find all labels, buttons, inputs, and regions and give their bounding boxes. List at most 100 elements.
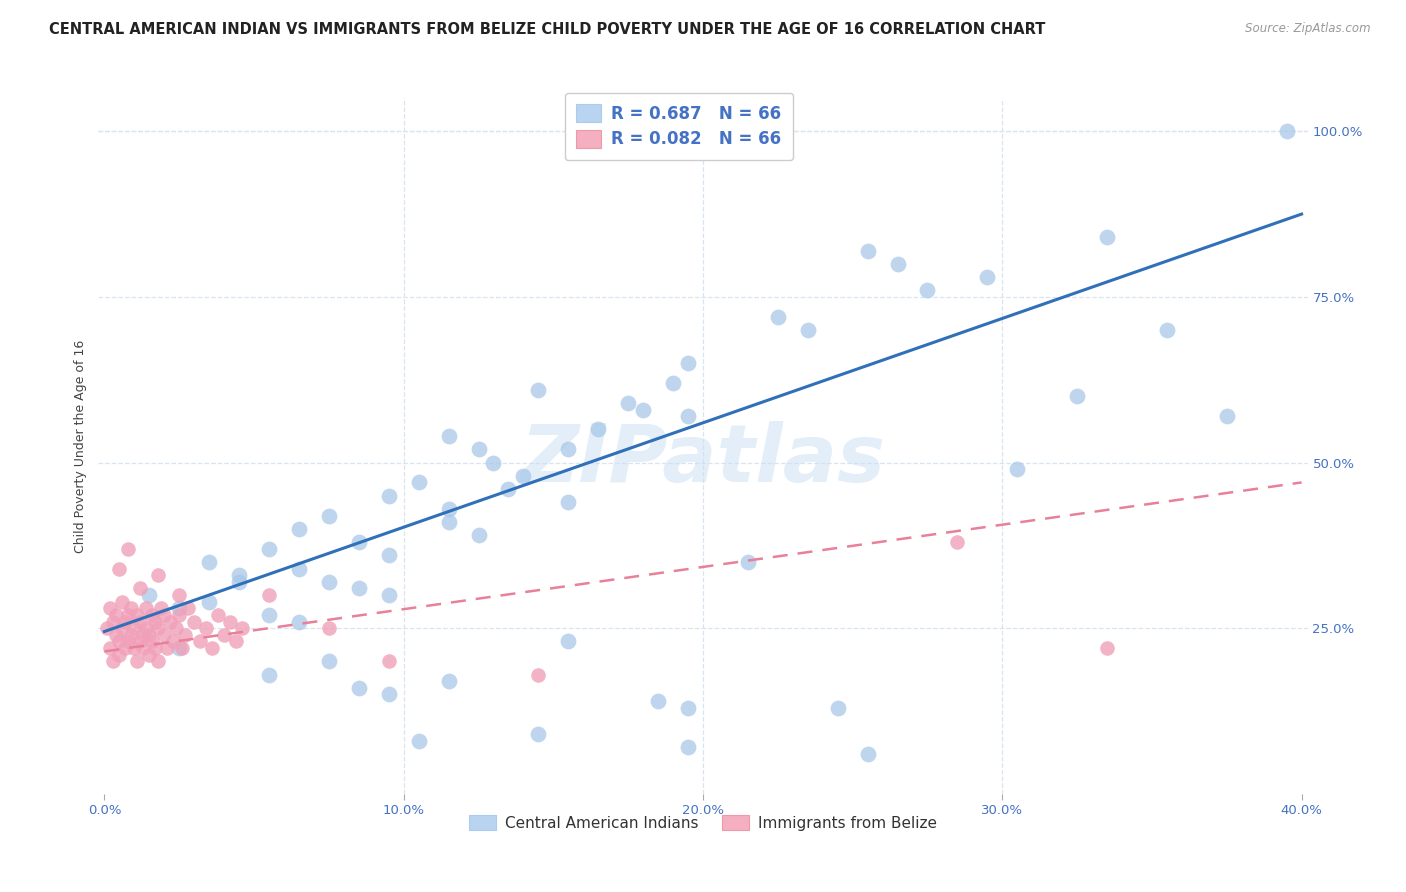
Point <box>198 555 221 569</box>
Point <box>676 356 699 370</box>
Point <box>377 654 399 668</box>
Point <box>557 495 579 509</box>
Point <box>347 535 370 549</box>
Point <box>148 621 170 635</box>
Point <box>917 283 939 297</box>
Point <box>108 561 131 575</box>
Point <box>159 615 181 629</box>
Point <box>856 244 879 258</box>
Text: CENTRAL AMERICAN INDIAN VS IMMIGRANTS FROM BELIZE CHILD POVERTY UNDER THE AGE OF: CENTRAL AMERICAN INDIAN VS IMMIGRANTS FR… <box>49 22 1046 37</box>
Point <box>129 634 152 648</box>
Point <box>114 615 136 629</box>
Point <box>135 621 157 635</box>
Legend: Central American Indians, Immigrants from Belize: Central American Indians, Immigrants fro… <box>461 807 945 838</box>
Point <box>167 641 190 656</box>
Point <box>105 607 128 622</box>
Point <box>257 541 280 556</box>
Point <box>228 568 250 582</box>
Point <box>437 429 460 443</box>
Point <box>117 541 139 556</box>
Point <box>195 621 218 635</box>
Point <box>111 595 134 609</box>
Point <box>225 634 247 648</box>
Point <box>117 634 139 648</box>
Point <box>886 257 908 271</box>
Point <box>347 582 370 596</box>
Point <box>766 310 789 324</box>
Point <box>153 628 176 642</box>
Text: ZIPatlas: ZIPatlas <box>520 421 886 499</box>
Point <box>219 615 242 629</box>
Point <box>167 607 190 622</box>
Point <box>467 528 489 542</box>
Point <box>127 607 149 622</box>
Point <box>347 681 370 695</box>
Point <box>676 700 699 714</box>
Point <box>527 727 550 741</box>
Point <box>408 475 430 490</box>
Point <box>1095 230 1118 244</box>
Point <box>1156 323 1178 337</box>
Point <box>257 588 280 602</box>
Point <box>437 674 460 689</box>
Point <box>129 582 152 596</box>
Point <box>1095 641 1118 656</box>
Point <box>156 641 179 656</box>
Point <box>188 634 211 648</box>
Point <box>174 628 197 642</box>
Point <box>482 456 505 470</box>
Point <box>467 442 489 457</box>
Point <box>198 595 221 609</box>
Point <box>318 508 340 523</box>
Point <box>676 740 699 755</box>
Point <box>676 409 699 424</box>
Point <box>1275 124 1298 138</box>
Point <box>183 615 205 629</box>
Point <box>231 621 253 635</box>
Point <box>976 270 998 285</box>
Point <box>437 515 460 529</box>
Point <box>117 607 139 622</box>
Point <box>177 601 200 615</box>
Point <box>153 607 176 622</box>
Point <box>138 648 160 662</box>
Point <box>257 607 280 622</box>
Point <box>527 383 550 397</box>
Point <box>167 601 190 615</box>
Point <box>557 634 579 648</box>
Point <box>288 615 311 629</box>
Point <box>150 601 173 615</box>
Point <box>228 574 250 589</box>
Point <box>100 601 122 615</box>
Point <box>557 442 579 457</box>
Point <box>318 621 340 635</box>
Point <box>124 621 146 635</box>
Point <box>167 588 190 602</box>
Point <box>129 615 152 629</box>
Point <box>141 634 163 648</box>
Point <box>1066 389 1088 403</box>
Point <box>647 694 669 708</box>
Point <box>797 323 820 337</box>
Point <box>96 621 118 635</box>
Point <box>148 568 170 582</box>
Point <box>498 482 520 496</box>
Point <box>108 648 131 662</box>
Point <box>143 641 166 656</box>
Point <box>377 588 399 602</box>
Point <box>437 502 460 516</box>
Point <box>111 621 134 635</box>
Point <box>127 654 149 668</box>
Point <box>108 634 131 648</box>
Point <box>103 654 125 668</box>
Point <box>527 667 550 681</box>
Point <box>120 601 142 615</box>
Text: Source: ZipAtlas.com: Source: ZipAtlas.com <box>1246 22 1371 36</box>
Point <box>207 607 229 622</box>
Point <box>100 641 122 656</box>
Point <box>172 641 194 656</box>
Point <box>617 396 640 410</box>
Point <box>377 688 399 702</box>
Point <box>1216 409 1239 424</box>
Point <box>138 588 160 602</box>
